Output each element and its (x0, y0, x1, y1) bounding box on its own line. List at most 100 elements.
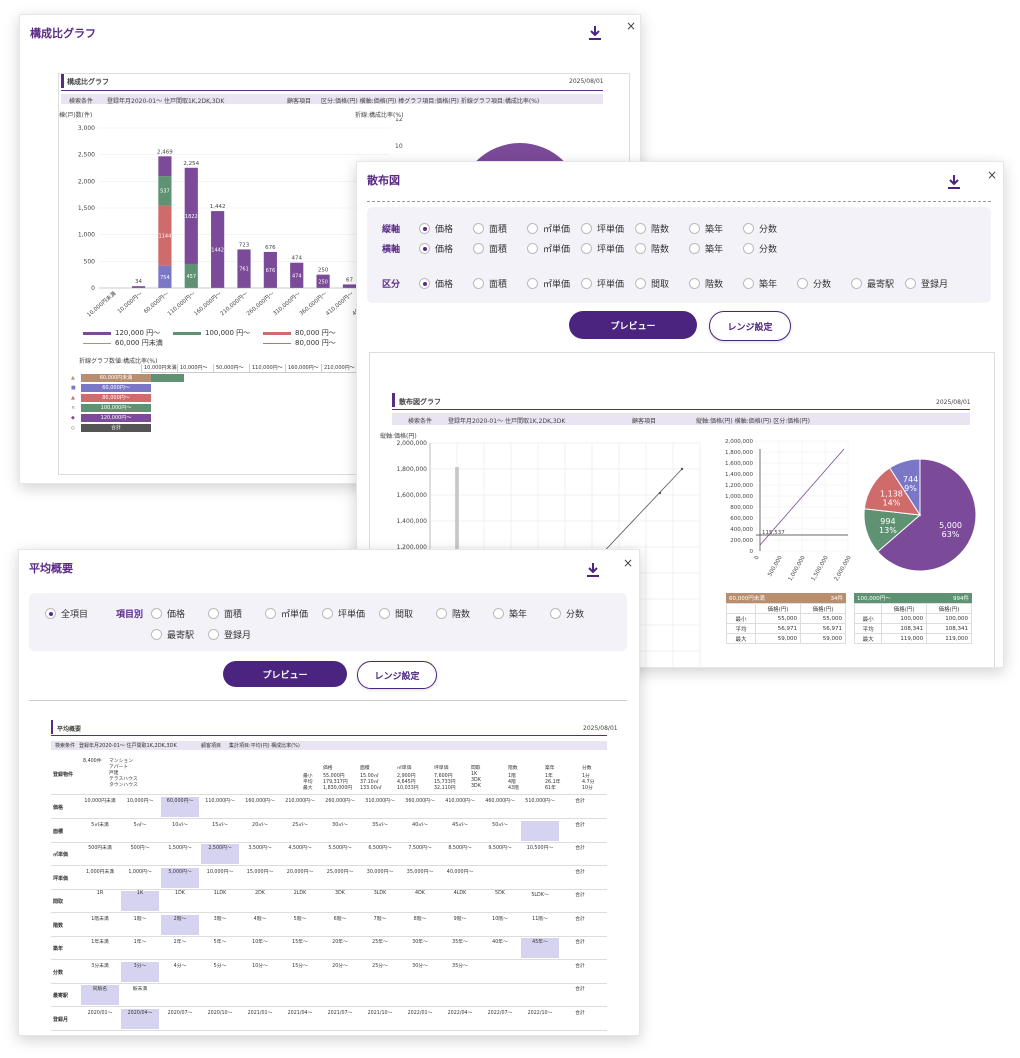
radio-icon[interactable] (851, 278, 862, 289)
radio-icon[interactable] (208, 629, 219, 640)
table-cell: 3DK (335, 891, 345, 896)
radio-icon[interactable] (527, 278, 538, 289)
h-axis-option[interactable]: 坪単価 (581, 242, 624, 255)
h-axis-option[interactable]: 築年 (689, 242, 723, 255)
radio-icon[interactable] (379, 608, 390, 619)
radio-icon[interactable] (689, 223, 700, 234)
radio-icon[interactable] (689, 278, 700, 289)
avg-item-option[interactable]: ㎡単価 (265, 607, 308, 620)
radio-icon[interactable] (493, 608, 504, 619)
legend-item: 60,000 円未満 (115, 339, 163, 347)
preview-button[interactable]: プレビュー (223, 661, 347, 687)
download-icon[interactable] (588, 25, 602, 41)
radio-icon[interactable] (581, 223, 592, 234)
h-axis-option[interactable]: 分数 (743, 242, 777, 255)
stat-min: 15.00㎡ (360, 774, 379, 779)
avg-item-option[interactable]: 分数 (550, 607, 584, 620)
radio-icon[interactable] (322, 608, 333, 619)
radio-icon[interactable] (473, 243, 484, 254)
radio-icon[interactable] (527, 243, 538, 254)
category-option-label: 面積 (489, 280, 508, 290)
category-option[interactable]: 最寄駅 (851, 277, 894, 290)
h-axis-option[interactable]: 価格 (419, 242, 453, 255)
radio-icon[interactable] (635, 223, 646, 234)
download-icon[interactable] (947, 174, 961, 190)
avg-options-panel (29, 593, 627, 651)
avg-item-option[interactable]: 最寄駅 (151, 628, 194, 641)
table-cell: 30年～ (412, 940, 428, 945)
row-marker: ▲ (71, 375, 75, 381)
radio-icon[interactable] (527, 223, 538, 234)
avg-item-option[interactable]: 築年 (493, 607, 527, 620)
close-icon[interactable]: × (626, 19, 637, 33)
mini-table-row: 平均 108,341 108,341 (853, 623, 972, 634)
radio-icon[interactable] (419, 243, 430, 254)
preview-button[interactable]: プレビュー (569, 311, 697, 339)
radio-icon[interactable] (581, 278, 592, 289)
radio-icon[interactable] (743, 223, 754, 234)
radio-icon[interactable] (581, 243, 592, 254)
y-tick-label: 2,000,000 (725, 439, 753, 445)
row-marker: × (71, 405, 76, 411)
legend-item: 100,000 円～ (205, 329, 251, 337)
category-option[interactable]: 坪単価 (581, 277, 624, 290)
radio-icon[interactable] (151, 608, 162, 619)
category-option[interactable]: 築年 (743, 277, 777, 290)
category-option[interactable]: 間取 (635, 277, 669, 290)
radio-icon[interactable] (743, 243, 754, 254)
h-axis-option[interactable]: 階数 (635, 242, 669, 255)
radio-icon[interactable] (797, 278, 808, 289)
radio-icon[interactable] (208, 608, 219, 619)
radio-icon[interactable] (635, 278, 646, 289)
table-cell: 2020/10～ (207, 1010, 233, 1016)
radio-icon[interactable] (689, 243, 700, 254)
v-axis-option[interactable]: ㎡単価 (527, 222, 570, 235)
avg-item-option[interactable]: 階数 (436, 607, 470, 620)
radio-icon[interactable] (473, 223, 484, 234)
range-settings-button[interactable]: レンジ設定 (357, 661, 437, 689)
category-option[interactable]: 階数 (689, 277, 723, 290)
close-icon[interactable]: × (623, 556, 634, 570)
row-label: 100,000円～ (81, 404, 151, 412)
radio-icon[interactable] (473, 278, 484, 289)
v-axis-option[interactable]: 面積 (473, 222, 507, 235)
all-items-radio[interactable]: 全項目 (45, 607, 88, 620)
range-settings-button[interactable]: レンジ設定 (709, 311, 791, 341)
radio-icon[interactable] (436, 608, 447, 619)
stat-min: 1分 (582, 774, 590, 779)
h-axis-option-label: 築年 (705, 245, 724, 255)
avg-item-option[interactable]: 間取 (379, 607, 413, 620)
close-icon[interactable]: × (987, 168, 998, 182)
h-axis-option[interactable]: 面積 (473, 242, 507, 255)
table-cell: 20年～ (332, 940, 348, 945)
table-cell: 7階～ (373, 916, 387, 922)
radio-icon[interactable] (635, 243, 646, 254)
category-option[interactable]: 登録月 (905, 277, 948, 290)
y-tick-label: 1,800,000 (725, 450, 753, 456)
radio-icon[interactable] (265, 608, 276, 619)
category-option[interactable]: ㎡単価 (527, 277, 570, 290)
v-axis-option[interactable]: 価格 (419, 222, 453, 235)
stat-max: 10,033円 (397, 786, 419, 791)
v-axis-option[interactable]: 階数 (635, 222, 669, 235)
stat-max: 3DK (471, 784, 481, 789)
table-cell: 5階～ (293, 916, 307, 922)
radio-icon[interactable] (419, 278, 430, 289)
v-axis-option[interactable]: 築年 (689, 222, 723, 235)
avg-item-option[interactable]: 坪単価 (322, 607, 365, 620)
category-option[interactable]: 分数 (797, 277, 831, 290)
avg-item-option[interactable]: 面積 (208, 607, 242, 620)
category-option[interactable]: 価格 (419, 277, 453, 290)
h-axis-option[interactable]: ㎡単価 (527, 242, 570, 255)
radio-icon[interactable] (419, 223, 430, 234)
download-icon[interactable] (586, 562, 600, 578)
avg-item-option[interactable]: 登録月 (208, 628, 251, 641)
radio-icon[interactable] (550, 608, 561, 619)
radio-icon[interactable] (743, 278, 754, 289)
v-axis-option[interactable]: 分数 (743, 222, 777, 235)
radio-icon[interactable] (905, 278, 916, 289)
v-axis-option[interactable]: 坪単価 (581, 222, 624, 235)
category-option[interactable]: 面積 (473, 277, 507, 290)
avg-item-option[interactable]: 価格 (151, 607, 185, 620)
radio-icon[interactable] (151, 629, 162, 640)
